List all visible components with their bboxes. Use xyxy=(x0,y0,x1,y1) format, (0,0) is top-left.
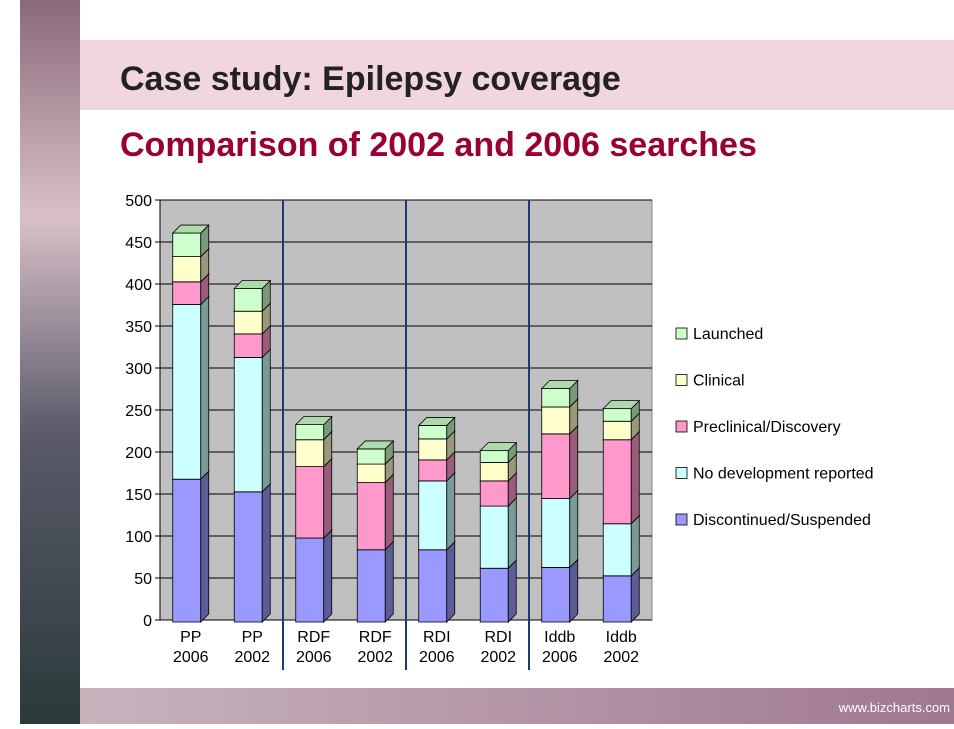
bar-segment xyxy=(296,425,324,440)
bar-segment xyxy=(542,388,570,406)
y-tick-label: 500 xyxy=(125,193,152,210)
bar-segment xyxy=(480,481,508,506)
slide: Case study: Epilepsy coverage Comparison… xyxy=(0,0,954,724)
bar-segment xyxy=(296,440,324,467)
bar-segment xyxy=(603,409,631,422)
bar-segment xyxy=(296,467,324,538)
y-tick-label: 100 xyxy=(125,529,152,546)
y-tick-label: 150 xyxy=(125,487,152,504)
bar-segment xyxy=(419,481,447,550)
bar-side xyxy=(201,296,209,479)
bar-segment xyxy=(357,464,385,482)
bar-segment xyxy=(357,550,385,622)
legend-swatch xyxy=(676,375,687,386)
y-tick-label: 450 xyxy=(125,235,152,252)
bar-segment xyxy=(480,506,508,568)
bar-side xyxy=(385,542,393,622)
bar-segment xyxy=(234,357,262,491)
bar-segment xyxy=(603,576,631,622)
bar-segment xyxy=(357,483,385,550)
bar-segment xyxy=(173,233,201,257)
bar-side xyxy=(447,473,455,550)
bar-segment xyxy=(173,304,201,479)
bar-segment xyxy=(480,451,508,463)
y-tick-label: 400 xyxy=(125,277,152,294)
bar-side xyxy=(631,568,639,622)
legend-label: Preclinical/Discovery xyxy=(693,419,841,436)
bar-segment xyxy=(419,439,447,460)
legend-label: Launched xyxy=(693,326,763,343)
bar-segment xyxy=(173,479,201,622)
bar-segment xyxy=(603,421,631,439)
bar-segment xyxy=(296,538,324,622)
footer-band xyxy=(80,688,954,724)
y-tick-label: 200 xyxy=(125,445,152,462)
y-tick-label: 300 xyxy=(125,361,152,378)
subtitle: Comparison of 2002 and 2006 searches xyxy=(120,126,757,164)
bar-side xyxy=(385,475,393,550)
y-tick-label: 50 xyxy=(134,571,152,588)
legend-label: Discontinued/Suspended xyxy=(693,512,871,529)
bar-segment xyxy=(419,425,447,438)
bar-segment xyxy=(173,282,201,305)
bar-side xyxy=(201,471,209,622)
title: Case study: Epilepsy coverage xyxy=(120,60,621,98)
y-tick-label: 0 xyxy=(143,613,152,630)
bar-side xyxy=(324,530,332,622)
footer-text: www.bizcharts.com xyxy=(838,700,950,715)
bar-side xyxy=(570,559,578,622)
bar-segment xyxy=(234,311,262,334)
bar-side xyxy=(262,484,270,622)
bar-segment xyxy=(173,257,201,282)
bar-segment xyxy=(542,407,570,434)
bar-side xyxy=(508,560,516,622)
bar-segment xyxy=(480,568,508,622)
bar-side xyxy=(570,426,578,499)
legend-label: Clinical xyxy=(693,373,745,390)
legend-swatch xyxy=(676,514,687,525)
bar-side xyxy=(631,432,639,524)
legend-swatch xyxy=(676,421,687,432)
legend-label: No development reported xyxy=(693,466,874,483)
bar-side xyxy=(324,459,332,538)
legend-swatch xyxy=(676,328,687,339)
y-tick-label: 250 xyxy=(125,403,152,420)
bar-segment xyxy=(542,567,570,622)
bar-side xyxy=(262,349,270,491)
bar-segment xyxy=(480,462,508,480)
bar-segment xyxy=(603,440,631,524)
bar-segment xyxy=(234,492,262,622)
bar-segment xyxy=(419,550,447,622)
y-tick-label: 350 xyxy=(125,319,152,336)
bar-side xyxy=(447,542,455,622)
bar-segment xyxy=(234,334,262,358)
bar-segment xyxy=(419,460,447,481)
bar-segment xyxy=(542,434,570,499)
bar-side xyxy=(570,491,578,568)
bar-side xyxy=(508,498,516,568)
bar-segment xyxy=(234,289,262,312)
bar-segment xyxy=(603,524,631,576)
bar-segment xyxy=(357,449,385,464)
side-image xyxy=(20,0,80,724)
bar-side xyxy=(631,516,639,576)
bar-segment xyxy=(542,499,570,568)
legend-swatch xyxy=(676,468,687,479)
